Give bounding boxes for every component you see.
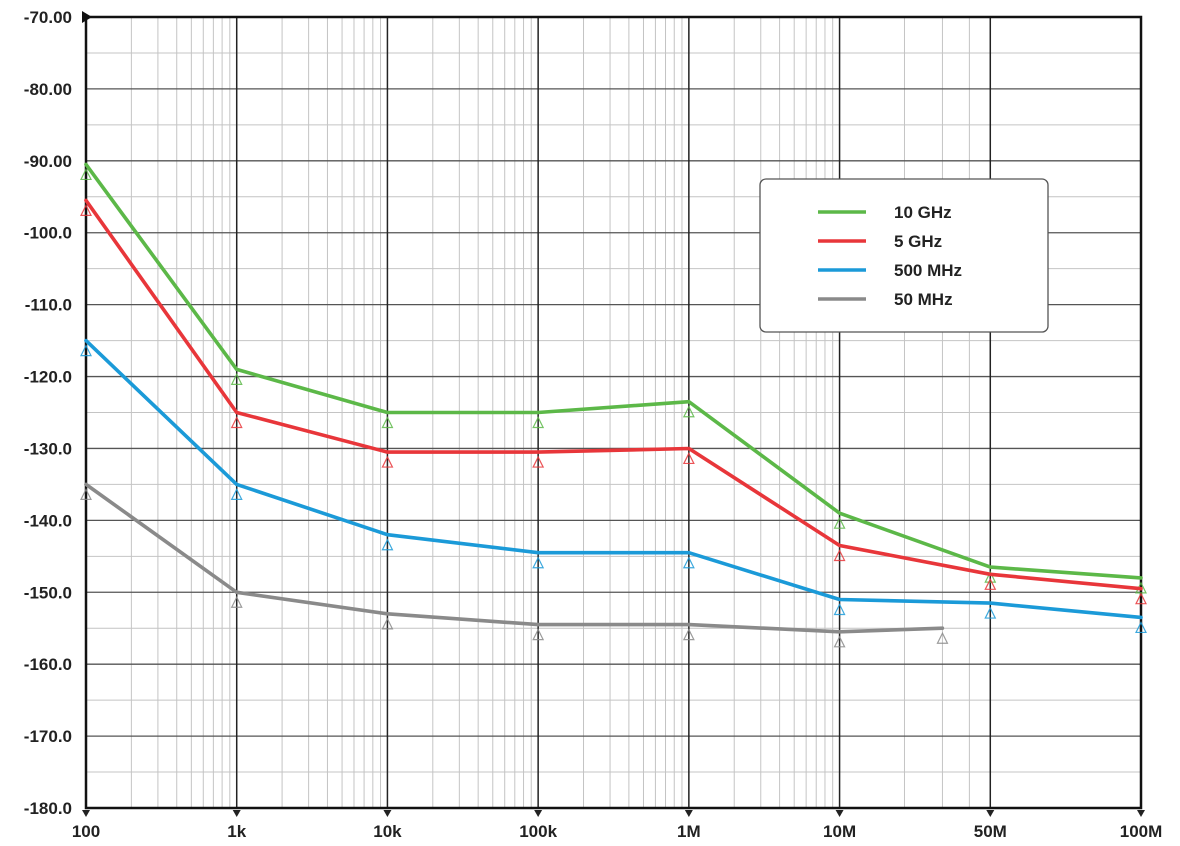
x-tick-icon [383,810,392,817]
x-tick-icon [986,810,995,817]
x-tick-icon [82,810,90,817]
y-tick-label: -140.0 [24,511,72,530]
data-point-marker [80,168,92,181]
data-point-marker [532,556,545,569]
data-point-marker [230,373,243,385]
y-tick-label: -80.00 [24,80,72,99]
data-point-marker [532,455,545,468]
data-point-marker [230,488,243,501]
data-point-marker [1135,592,1147,605]
x-tick-label: 100k [519,822,557,841]
data-point-marker [80,204,92,216]
data-point-marker [230,595,243,608]
legend-label: 5 GHz [894,232,942,251]
y-tick-label: -170.0 [24,727,72,746]
data-point-marker [381,617,394,630]
y-tick-label: -150.0 [24,583,72,602]
data-point-marker [984,570,997,583]
x-tick-label: 1k [227,822,246,841]
y-tick-label: -70.00 [24,8,72,27]
legend-label: 50 MHz [894,290,953,309]
data-point-marker [532,628,545,641]
y-tick-label: -120.0 [24,368,72,387]
data-point-marker [984,606,997,619]
x-tick-label: 10M [823,822,856,841]
data-point-marker [833,549,846,562]
series-line-10-ghz [84,162,1143,580]
x-tick-label: 100M [1120,822,1163,841]
y-axis-arrow-icon [82,11,92,23]
y-tick-label: -130.0 [24,439,72,458]
data-point-marker [80,488,92,501]
legend-label: 10 GHz [894,203,952,222]
data-point-marker [80,344,92,357]
y-tick-label: -100.0 [24,224,72,243]
data-point-marker [682,452,695,465]
minor-gridlines [86,17,1141,808]
data-point-marker [936,631,949,644]
plot-frame [84,15,1143,810]
legend-label: 500 MHz [894,261,962,280]
series-line-50-mhz [84,482,945,634]
data-point-marker [682,628,695,641]
x-tick-icon [534,810,543,817]
legend: 10 GHz 5 GHz 500 MHz 50 MHz [759,178,1049,333]
data-point-marker [833,516,846,529]
data-point-marker [381,455,394,468]
y-tick-label: -110.0 [25,296,72,315]
x-tick-icon [835,810,844,817]
x-tick-label: 100 [72,822,100,841]
series-line-5-ghz [84,198,1143,591]
x-tick-label: 10k [373,822,402,841]
x-tick-icon [1137,810,1145,817]
x-tick-label: 50M [974,822,1007,841]
y-tick-label: -160.0 [24,655,72,674]
data-point-marker [682,556,695,569]
data-point-marker [682,405,695,418]
legend-box [759,178,1049,333]
x-axis-tick-labels: 100 1k 10k 100k 1M 10M 50M 100M [72,822,1162,841]
x-tick-label: 1M [677,822,701,841]
series-line-500-mhz [84,338,1143,620]
major-gridlines [82,16,1145,817]
series-lines [84,162,1143,634]
x-tick-icon [684,810,693,817]
y-axis-tick-labels: -70.00 -80.00 -90.00 -100.0 -110.0 -120.0 -130… [24,8,72,818]
data-point-marker [381,416,394,429]
y-tick-label: -90.00 [24,152,72,171]
data-point-marker [984,577,997,590]
data-point-marker [230,416,243,429]
data-point-marker [1135,621,1147,634]
x-tick-icon [232,810,241,817]
data-point-marker [532,416,545,429]
data-point-marker [833,603,846,616]
data-point-marker [381,538,394,551]
y-tick-label: -180.0 [24,799,72,818]
data-point-marker [833,635,846,648]
